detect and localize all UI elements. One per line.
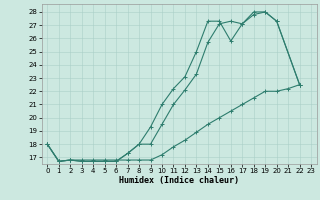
X-axis label: Humidex (Indice chaleur): Humidex (Indice chaleur) [119,176,239,185]
